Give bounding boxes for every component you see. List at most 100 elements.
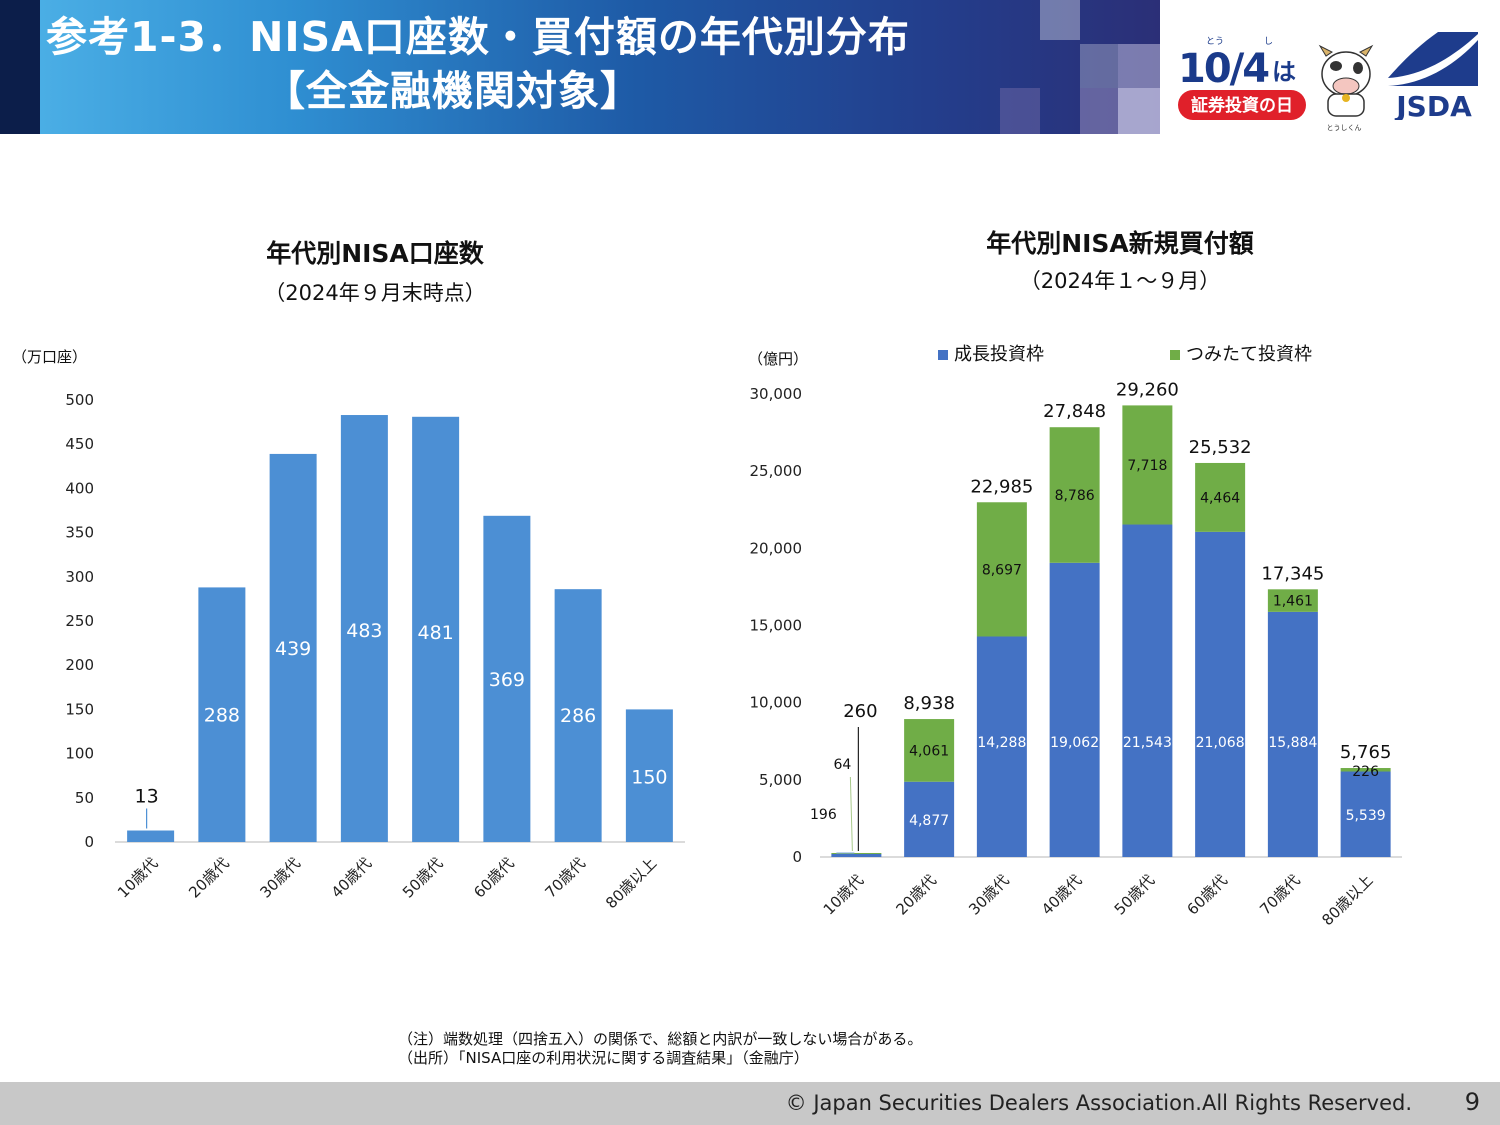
right-bar-tsumitate bbox=[831, 852, 882, 854]
notes: （注）端数処理（四捨五入）の関係で、総額と内訳が一致しない場合がある。 （出所）… bbox=[398, 1030, 922, 1068]
logo-date: 10/4 bbox=[1178, 46, 1268, 92]
right-tsumitate-label: 7,718 bbox=[1127, 458, 1167, 474]
right-leader-line bbox=[849, 776, 853, 852]
right-bar-growth bbox=[976, 636, 1027, 857]
left-bar-label: 481 bbox=[417, 622, 453, 644]
decor-square bbox=[1040, 0, 1080, 40]
left-bar bbox=[269, 453, 317, 842]
left-y-tick-label: 50 bbox=[75, 789, 94, 807]
decor-square bbox=[1118, 44, 1160, 88]
left-bar bbox=[340, 415, 388, 842]
right-total-label: 25,532 bbox=[1189, 437, 1252, 458]
right-growth-label: 21,543 bbox=[1123, 735, 1172, 751]
left-y-tick-label: 300 bbox=[65, 568, 94, 586]
investment-day-logo: とう し 10/4 は 証券投資の日 とうしくん bbox=[1178, 36, 1374, 132]
page-number: 9 bbox=[1464, 1088, 1480, 1116]
right-x-tick-label: 20歳代 bbox=[893, 871, 940, 918]
left-bar bbox=[127, 830, 175, 842]
right-growth-label: 196 bbox=[810, 807, 837, 823]
right-total-label: 8,938 bbox=[903, 693, 955, 714]
left-bar-label: 286 bbox=[560, 705, 596, 727]
left-bar bbox=[483, 515, 531, 842]
jsda-logo: JSDA bbox=[1388, 32, 1478, 120]
legend-label-tsumitate: つみたて投資枠 bbox=[1186, 344, 1312, 365]
legend-tsumitate: つみたて投資枠 bbox=[1170, 340, 1312, 366]
right-bar-growth bbox=[1340, 771, 1391, 857]
logo-banner-text: 証券投資の日 bbox=[1191, 95, 1293, 116]
right-total-label: 260 bbox=[843, 701, 877, 722]
left-bar-label: 13 bbox=[135, 786, 159, 808]
right-x-tick-label: 40歳代 bbox=[1038, 871, 1085, 918]
right-growth-label: 5,539 bbox=[1346, 808, 1386, 824]
left-chart-title: 年代別NISA口座数 bbox=[266, 239, 484, 268]
right-bar-tsumitate bbox=[1049, 427, 1100, 563]
decor-square bbox=[1000, 88, 1040, 134]
legend-swatch-growth bbox=[938, 350, 948, 360]
left-bar bbox=[412, 416, 460, 842]
left-x-tick-label: 60歳代 bbox=[470, 854, 517, 901]
right-y-tick-label: 10,000 bbox=[750, 694, 803, 712]
left-bar-label: 483 bbox=[346, 620, 382, 642]
right-x-tick-label: 30歳代 bbox=[965, 871, 1012, 918]
left-bar-label: 439 bbox=[275, 638, 311, 660]
logo-mascot-name: とうしくん bbox=[1327, 124, 1362, 132]
right-tsumitate-label: 4,061 bbox=[909, 743, 949, 759]
left-bar-label: 288 bbox=[204, 704, 240, 726]
right-growth-label: 15,884 bbox=[1268, 735, 1317, 751]
copyright: © Japan Securities Dealers Association.A… bbox=[785, 1091, 1412, 1115]
right-growth-label: 14,288 bbox=[977, 735, 1026, 751]
right-x-tick-label: 70歳代 bbox=[1256, 871, 1303, 918]
left-y-tick-label: 0 bbox=[84, 833, 94, 851]
right-total-label: 22,985 bbox=[970, 476, 1033, 497]
footer: © Japan Securities Dealers Association.A… bbox=[0, 1082, 1500, 1125]
left-y-tick-label: 400 bbox=[65, 479, 94, 497]
left-y-tick-label: 100 bbox=[65, 745, 94, 763]
logo-ruby-to: とう bbox=[1206, 36, 1224, 47]
right-tsumitate-label: 4,464 bbox=[1200, 490, 1240, 506]
right-y-tick-label: 5,000 bbox=[759, 771, 802, 789]
note-line-1: （注）端数処理（四捨五入）の関係で、総額と内訳が一致しない場合がある。 bbox=[398, 1030, 923, 1048]
right-bar-tsumitate bbox=[976, 502, 1027, 637]
left-x-tick-label: 70歳代 bbox=[542, 854, 589, 901]
logo-wa: は bbox=[1272, 58, 1296, 86]
left-bar-label: 150 bbox=[631, 766, 667, 788]
right-x-tick-label: 60歳代 bbox=[1184, 871, 1231, 918]
left-x-tick-label: 10歳代 bbox=[114, 854, 161, 901]
title-line-1: 参考1-3．NISA口座数・買付額の年代別分布 bbox=[46, 13, 910, 61]
jsda-logo-text: JSDA bbox=[1394, 90, 1472, 120]
left-y-tick-label: 150 bbox=[65, 700, 94, 718]
left-bar bbox=[198, 587, 246, 842]
title-banner: 参考1-3．NISA口座数・買付額の年代別分布 【全金融機関対象】 bbox=[0, 0, 1160, 134]
left-chart-unit: （万口座） bbox=[12, 348, 88, 366]
right-chart-title: 年代別NISA新規買付額 bbox=[986, 229, 1254, 258]
left-bar bbox=[625, 709, 673, 842]
right-y-tick-label: 25,000 bbox=[750, 462, 803, 480]
banner-accent-bar bbox=[0, 0, 40, 134]
right-bar-growth bbox=[1195, 531, 1246, 857]
right-growth-label: 21,068 bbox=[1196, 735, 1245, 751]
left-bar bbox=[554, 589, 602, 842]
right-bar-growth bbox=[1049, 562, 1100, 857]
decor-square bbox=[1080, 88, 1118, 134]
left-x-tick-label: 20歳代 bbox=[185, 854, 232, 901]
right-tsumitate-label: 226 bbox=[1352, 764, 1379, 780]
left-x-tick-label: 30歳代 bbox=[257, 854, 304, 901]
legend-growth: 成長投資枠 bbox=[938, 340, 1044, 366]
right-bar-tsumitate bbox=[1122, 405, 1173, 525]
right-y-tick-label: 15,000 bbox=[750, 617, 803, 635]
right-bar-tsumitate bbox=[1267, 589, 1318, 612]
left-y-tick-label: 250 bbox=[65, 612, 94, 630]
left-bar-label: 369 bbox=[489, 669, 525, 691]
logo-banner bbox=[1178, 90, 1306, 120]
right-chart-subtitle: （2024年１～９月） bbox=[1019, 269, 1221, 293]
legend-swatch-tsumitate bbox=[1170, 350, 1180, 360]
right-total-label: 5,765 bbox=[1340, 742, 1392, 763]
right-bar-tsumitate bbox=[1340, 768, 1391, 772]
left-x-tick-label: 40歳代 bbox=[328, 854, 375, 901]
note-line-2: （出所）「NISA口座の利用状況に関する調査結果」（金融庁） bbox=[398, 1049, 809, 1067]
right-chart-unit: （億円） bbox=[748, 350, 809, 368]
title-line-2: 【全金融機関対象】 bbox=[264, 67, 642, 115]
left-x-tick-label: 50歳代 bbox=[399, 854, 446, 901]
decor-square bbox=[1118, 88, 1160, 134]
left-y-tick-label: 350 bbox=[65, 524, 94, 542]
